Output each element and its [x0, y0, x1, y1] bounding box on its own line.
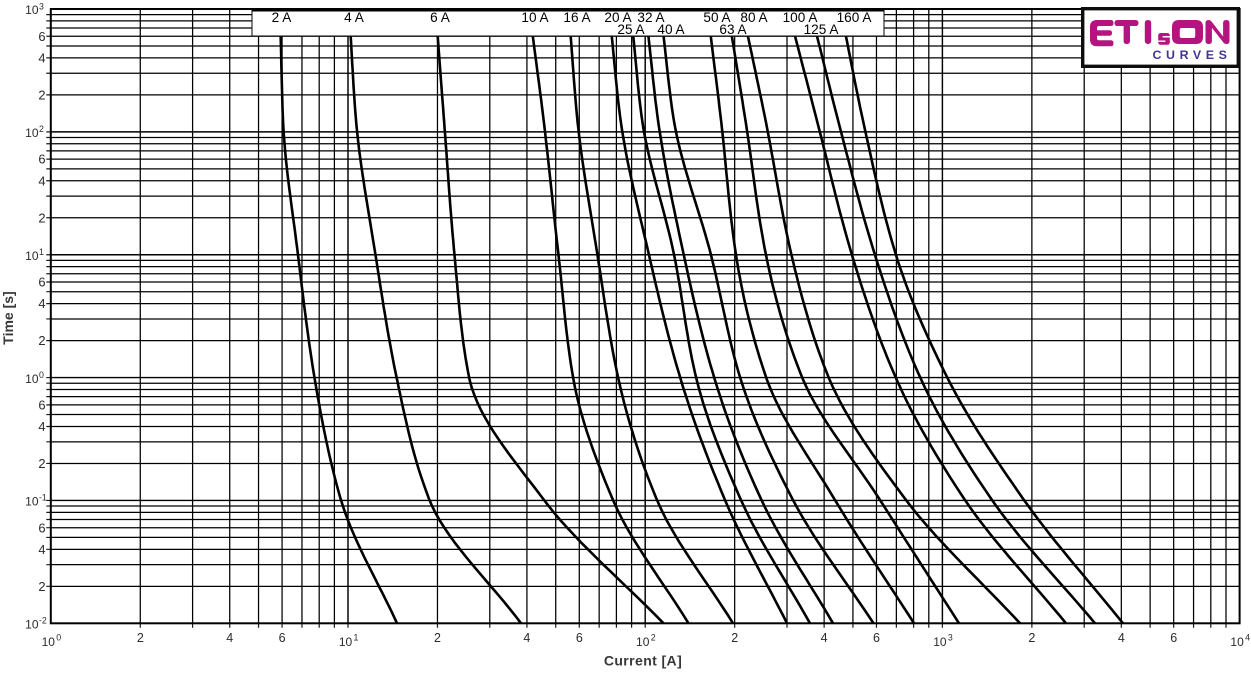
svg-text:4: 4 — [38, 419, 45, 434]
svg-text:6: 6 — [873, 631, 880, 645]
svg-text:10: 10 — [25, 618, 39, 632]
svg-text:2: 2 — [38, 333, 45, 348]
svg-text:10: 10 — [25, 372, 39, 386]
svg-text:10: 10 — [636, 635, 650, 649]
svg-text:6: 6 — [38, 29, 45, 44]
svg-text:2: 2 — [38, 210, 45, 225]
svg-text:3: 3 — [39, 1, 44, 11]
svg-text:4 A: 4 A — [344, 10, 365, 25]
svg-text:2: 2 — [1028, 631, 1035, 645]
svg-text:50 A: 50 A — [703, 10, 731, 25]
svg-text:0: 0 — [56, 632, 61, 642]
svg-text:2: 2 — [137, 631, 144, 645]
svg-text:CURVES: CURVES — [1152, 48, 1231, 62]
svg-text:6: 6 — [576, 631, 583, 645]
svg-text:1: 1 — [39, 247, 44, 257]
svg-text:2 A: 2 A — [272, 10, 293, 25]
svg-text:10: 10 — [42, 635, 56, 649]
svg-text:2: 2 — [39, 124, 44, 134]
svg-text:20 A: 20 A — [604, 10, 632, 25]
svg-text:2: 2 — [651, 632, 656, 642]
svg-text:4: 4 — [523, 631, 530, 645]
svg-text:32 A: 32 A — [637, 10, 665, 25]
svg-text:3: 3 — [948, 632, 953, 642]
svg-text:4: 4 — [1245, 632, 1250, 642]
svg-text:10: 10 — [1230, 635, 1244, 649]
svg-text:2: 2 — [38, 88, 45, 103]
svg-text:4: 4 — [38, 173, 45, 188]
svg-text:4: 4 — [226, 631, 233, 645]
svg-text:16 A: 16 A — [563, 10, 591, 25]
svg-text:4: 4 — [821, 631, 828, 645]
svg-text:10: 10 — [25, 249, 39, 263]
svg-text:10: 10 — [25, 3, 39, 17]
svg-text:10: 10 — [25, 495, 39, 509]
svg-text:2: 2 — [434, 631, 441, 645]
svg-text:-1: -1 — [39, 493, 47, 503]
svg-text:63 A: 63 A — [719, 22, 747, 37]
svg-text:160 A: 160 A — [837, 10, 873, 25]
svg-text:2: 2 — [731, 631, 738, 645]
svg-text:-2: -2 — [39, 616, 47, 626]
svg-text:25 A: 25 A — [617, 22, 645, 37]
svg-text:2: 2 — [38, 579, 45, 594]
svg-text:4: 4 — [38, 542, 45, 557]
svg-text:40 A: 40 A — [657, 22, 685, 37]
svg-text:80 A: 80 A — [740, 10, 768, 25]
svg-text:100 A: 100 A — [783, 10, 819, 25]
svg-text:1: 1 — [354, 632, 359, 642]
svg-text:4: 4 — [38, 51, 45, 66]
svg-text:6: 6 — [279, 631, 286, 645]
svg-text:10: 10 — [339, 635, 353, 649]
svg-text:4: 4 — [38, 296, 45, 311]
svg-text:10 A: 10 A — [521, 10, 549, 25]
svg-text:6: 6 — [38, 275, 45, 290]
svg-text:6 A: 6 A — [430, 10, 451, 25]
svg-text:10: 10 — [933, 635, 947, 649]
svg-text:4: 4 — [1118, 631, 1125, 645]
svg-text:Time [s]: Time [s] — [0, 291, 16, 344]
svg-text:0: 0 — [39, 370, 44, 380]
svg-text:6: 6 — [1170, 631, 1177, 645]
svg-text:2: 2 — [38, 456, 45, 471]
svg-text:6: 6 — [38, 397, 45, 412]
svg-text:10: 10 — [25, 126, 39, 140]
svg-text:6: 6 — [38, 152, 45, 167]
svg-text:Current [A]: Current [A] — [604, 653, 682, 669]
svg-text:6: 6 — [38, 520, 45, 535]
svg-text:125 A: 125 A — [804, 22, 840, 37]
